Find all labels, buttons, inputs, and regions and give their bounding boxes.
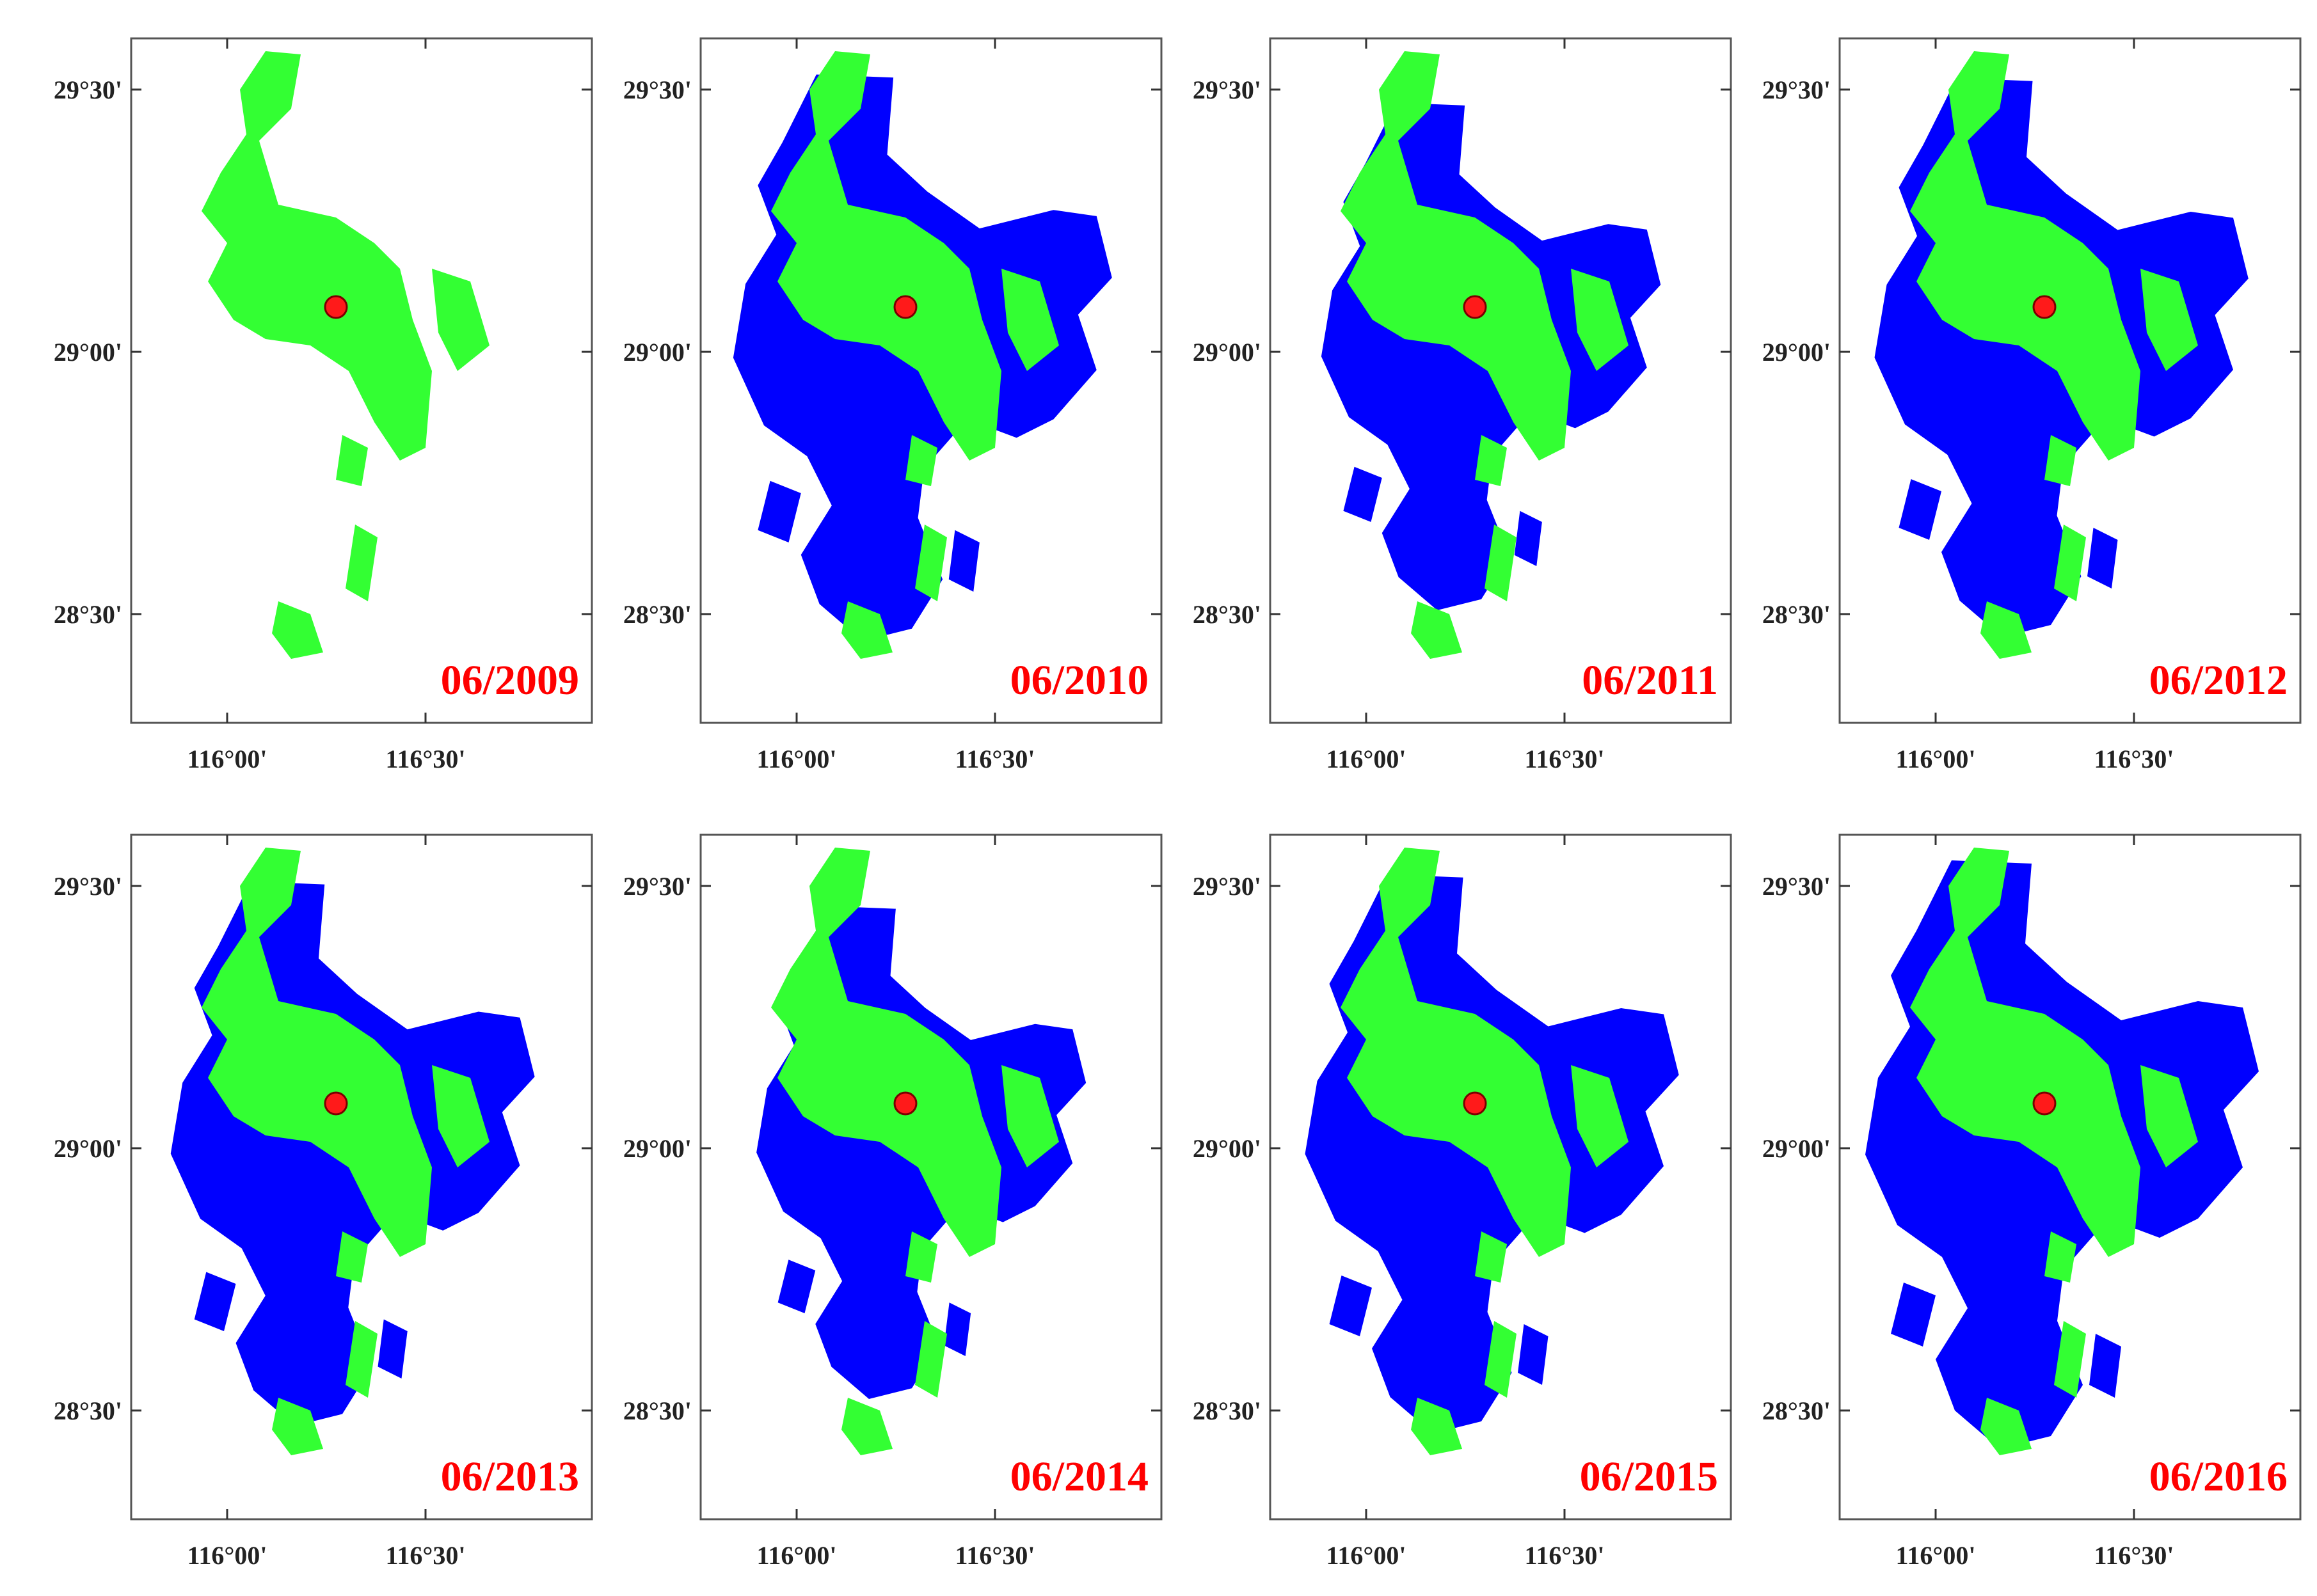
- longitude-tick-label: 116°00': [1326, 1541, 1406, 1570]
- longitude-tick-label: 116°30': [1525, 745, 1605, 773]
- latitude-tick-label: 28°30': [1762, 600, 1831, 629]
- map-panel: 29°30' 29°00' 28°30' 116°00' 116°30' 06/2011: [1193, 37, 1732, 773]
- panel-date-label: 06/2014: [1010, 1453, 1149, 1500]
- map-panel: 29°30' 29°00' 28°30' 116°00' 116°30' 06/2016: [1762, 834, 2302, 1570]
- map-panel: 29°30' 29°00' 28°30' 116°00' 116°30' 06/2014: [623, 834, 1163, 1570]
- station-marker: [2032, 295, 2057, 319]
- latitude-tick-label: 29°00': [54, 338, 122, 367]
- longitude-tick-label: 116°00': [757, 745, 837, 773]
- latitude-tick-label: 28°30': [623, 600, 692, 629]
- latitude-tick-label: 29°30': [623, 75, 692, 104]
- longitude-tick-label: 116°00': [757, 1541, 837, 1570]
- latitude-tick-label: 29°00': [1762, 1134, 1831, 1163]
- latitude-tick-label: 29°30': [1762, 75, 1831, 104]
- latitude-tick-label: 29°30': [1762, 872, 1831, 901]
- latitude-tick-label: 29°30': [623, 872, 692, 901]
- map-panel: 29°30' 29°00' 28°30' 116°00' 116°30' 06/2013: [54, 834, 593, 1570]
- station-marker: [324, 295, 348, 319]
- longitude-tick-label: 116°00': [187, 745, 267, 773]
- station-marker: [893, 1091, 918, 1116]
- latitude-tick-label: 28°30': [1193, 1396, 1261, 1425]
- latitude-tick-label: 29°30': [54, 872, 122, 901]
- longitude-tick-label: 116°00': [1896, 1541, 1976, 1570]
- longitude-tick-label: 116°30': [386, 745, 466, 773]
- station-marker: [1463, 1091, 1487, 1116]
- panel-date-label: 06/2009: [441, 657, 579, 704]
- longitude-tick-label: 116°30': [955, 745, 1035, 773]
- latitude-tick-label: 28°30': [1193, 600, 1261, 629]
- longitude-tick-label: 116°30': [1525, 1541, 1605, 1570]
- station-marker: [324, 1091, 348, 1116]
- longitude-tick-label: 116°00': [187, 1541, 267, 1570]
- latitude-tick-label: 28°30': [1762, 1396, 1831, 1425]
- panel-date-label: 06/2011: [1582, 657, 1718, 704]
- panel-date-label: 06/2012: [2149, 657, 2288, 704]
- panel-date-label: 06/2010: [1010, 657, 1149, 704]
- panel-date-label: 06/2013: [441, 1453, 579, 1500]
- panel-date-label: 06/2015: [1580, 1453, 1718, 1500]
- latitude-tick-label: 29°00': [54, 1134, 122, 1163]
- map-panel: 29°30' 29°00' 28°30' 116°00' 116°30' 06/2009: [54, 37, 593, 773]
- latitude-tick-label: 29°30': [54, 75, 122, 104]
- latitude-tick-label: 29°30': [1193, 75, 1261, 104]
- longitude-tick-label: 116°30': [955, 1541, 1035, 1570]
- latitude-tick-label: 28°30': [54, 1396, 122, 1425]
- station-marker: [2032, 1091, 2057, 1116]
- panel-date-label: 06/2016: [2149, 1453, 2288, 1500]
- latitude-tick-label: 28°30': [623, 1396, 692, 1425]
- latitude-tick-label: 29°00': [1193, 1134, 1261, 1163]
- station-marker: [1463, 295, 1487, 319]
- station-marker: [893, 295, 918, 319]
- latitude-tick-label: 29°00': [623, 338, 692, 367]
- panel-grid: 29°30'29°00'28°30'116°00' 116°30'06/20092…: [54, 37, 2302, 1570]
- longitude-tick-label: 116°00': [1326, 745, 1406, 773]
- latitude-tick-label: 29°30': [1193, 872, 1261, 901]
- latitude-tick-label: 28°30': [54, 600, 122, 629]
- longitude-tick-label: 116°00': [1896, 745, 1976, 773]
- latitude-tick-label: 29°00': [1762, 338, 1831, 367]
- longitude-tick-label: 116°30': [2094, 745, 2174, 773]
- latitude-tick-label: 29°00': [1193, 338, 1261, 367]
- map-panel: 29°30' 29°00' 28°30' 116°00' 116°30' 06/2012: [1762, 37, 2302, 773]
- latitude-tick-label: 29°00': [623, 1134, 692, 1163]
- map-panel: 29°30' 29°00' 28°30' 116°00' 116°30' 06/2010: [623, 37, 1163, 773]
- longitude-tick-label: 116°30': [386, 1541, 466, 1570]
- map-panel: 29°30' 29°00' 28°30' 116°00' 116°30' 06/2015: [1193, 834, 1732, 1570]
- longitude-tick-label: 116°30': [2094, 1541, 2174, 1570]
